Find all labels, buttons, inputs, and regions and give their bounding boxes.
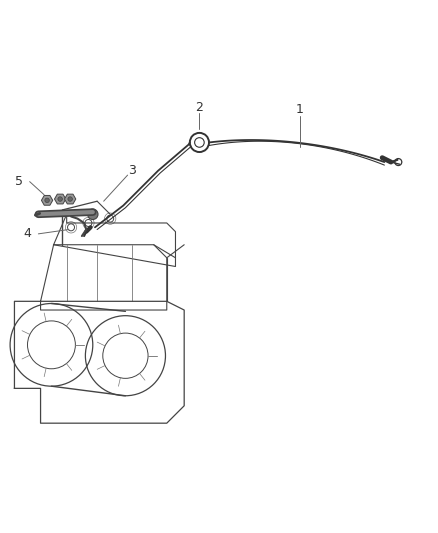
- Circle shape: [68, 197, 72, 201]
- Circle shape: [88, 209, 98, 220]
- Circle shape: [58, 197, 62, 201]
- Polygon shape: [54, 194, 66, 204]
- Circle shape: [45, 198, 49, 203]
- Text: 4: 4: [24, 228, 32, 240]
- Text: 5: 5: [15, 175, 23, 188]
- Text: 3: 3: [128, 164, 136, 177]
- Polygon shape: [42, 196, 53, 205]
- Text: 1: 1: [296, 103, 304, 116]
- Polygon shape: [64, 194, 76, 204]
- Text: 2: 2: [195, 101, 203, 114]
